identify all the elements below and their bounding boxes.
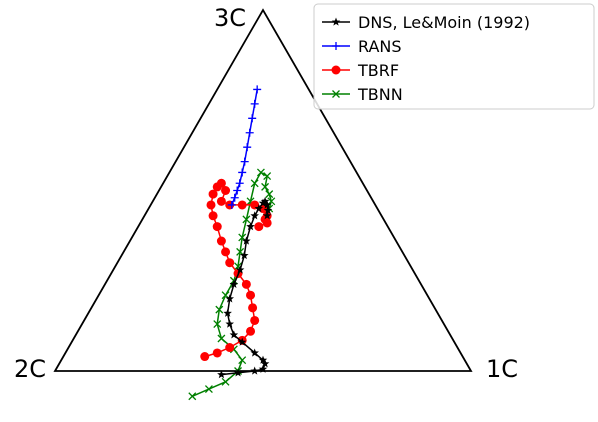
data-point-dns-le-moin-1992 <box>240 250 249 260</box>
data-point-tbnn <box>221 377 230 386</box>
data-point-dns-le-moin-1992 <box>235 265 245 274</box>
data-point-tbnn <box>188 392 197 401</box>
data-point-dns-le-moin-1992 <box>223 308 232 317</box>
data-point-dns-le-moin-1992 <box>254 204 264 213</box>
data-point-tbrf <box>262 218 272 228</box>
data-point-dns-le-moin-1992 <box>233 368 243 377</box>
data-point-tbrf <box>254 222 264 232</box>
data-point-rans <box>245 128 254 137</box>
data-point-tbrf <box>246 326 256 336</box>
legend-label: TBNN <box>357 85 403 104</box>
data-point-rans <box>250 99 259 108</box>
data-point-rans <box>243 143 252 152</box>
data-point-dns-le-moin-1992 <box>217 370 226 379</box>
data-point-tbrf <box>216 196 226 206</box>
data-point-tbnn <box>250 179 259 188</box>
data-point-rans <box>253 85 262 94</box>
data-point-rans <box>233 186 242 195</box>
data-point-dns-le-moin-1992 <box>225 319 234 328</box>
data-point-dns-le-moin-1992 <box>250 366 259 375</box>
data-point-dns-le-moin-1992 <box>260 196 270 205</box>
data-point-rans <box>227 200 236 209</box>
vertex-label-1c: 1C <box>486 355 518 383</box>
data-point-tbrf <box>246 290 256 300</box>
data-point-tbrf <box>208 189 218 199</box>
vertex-label-2c: 2C <box>14 355 46 383</box>
data-point-dns-le-moin-1992 <box>250 211 259 220</box>
data-point-dns-le-moin-1992 <box>258 198 268 207</box>
data-point-dns-le-moin-1992 <box>250 348 259 357</box>
data-point-dns-le-moin-1992 <box>262 200 272 209</box>
legend-marker <box>331 65 341 75</box>
data-point-tbnn <box>213 320 222 329</box>
data-point-dns-le-moin-1992 <box>263 205 273 214</box>
data-point-tbrf <box>241 279 251 289</box>
legend-label: RANS <box>358 37 402 56</box>
data-point-rans <box>240 157 249 166</box>
data-point-tbrf <box>216 178 226 188</box>
legend-marker <box>332 42 340 50</box>
data-point-dns-le-moin-1992 <box>258 355 268 364</box>
series-dns-le-moin-1992 <box>217 196 273 379</box>
legend-marker <box>331 17 341 26</box>
legend-entry-rans: RANS <box>322 37 402 56</box>
data-point-tbnn <box>242 215 251 224</box>
data-point-tbrf <box>237 200 247 210</box>
data-point-rans <box>235 179 244 188</box>
data-point-tbrf <box>216 236 226 246</box>
data-point-tbnn <box>204 385 213 394</box>
data-point-tbrf <box>208 211 218 221</box>
data-point-dns-le-moin-1992 <box>237 337 247 346</box>
data-point-dns-le-moin-1992 <box>229 279 239 288</box>
series-layer <box>188 85 276 401</box>
data-point-tbnn <box>261 182 270 191</box>
data-point-rans <box>230 193 239 202</box>
vertex-label-3c: 3C <box>214 4 246 32</box>
data-point-tbrf <box>221 186 231 195</box>
series-rans <box>227 85 262 209</box>
data-point-tbnn <box>265 190 274 199</box>
data-point-dns-le-moin-1992 <box>229 330 239 339</box>
legend-entry-tbrf: TBRF <box>322 61 399 80</box>
data-point-dns-le-moin-1992 <box>258 364 268 373</box>
data-point-dns-le-moin-1992 <box>242 236 251 245</box>
data-point-tbrf <box>221 247 231 257</box>
data-point-dns-le-moin-1992 <box>225 294 234 303</box>
data-point-tbrf <box>206 200 216 210</box>
legend-label: TBRF <box>357 61 399 80</box>
data-point-dns-le-moin-1992 <box>246 222 255 231</box>
data-point-dns-le-moin-1992 <box>262 211 272 220</box>
data-point-rans <box>238 168 247 177</box>
data-point-tbnn <box>238 356 247 365</box>
data-point-tbrf <box>212 348 222 358</box>
data-point-tbnn <box>215 305 224 314</box>
legend-marker <box>332 90 340 98</box>
data-point-tbnn <box>263 172 272 181</box>
data-point-tbrf <box>212 222 222 232</box>
data-point-tbnn <box>217 334 226 343</box>
data-point-rans <box>248 114 257 123</box>
data-point-tbrf <box>250 315 260 325</box>
legend-label: DNS, Le&Moin (1992) <box>358 13 530 32</box>
legend-entry-dns-le-moin-1992: DNS, Le&Moin (1992) <box>322 13 530 32</box>
legend: DNS, Le&Moin (1992) RANS TBRF TBNN <box>313 3 595 110</box>
legend-items: DNS, Le&Moin (1992) RANS TBRF TBNN <box>322 13 530 104</box>
data-point-tbrf <box>225 343 235 353</box>
legend-entry-tbnn: TBNN <box>322 85 403 104</box>
legend-box <box>313 3 595 110</box>
data-point-tbnn <box>256 168 265 177</box>
data-point-tbrf <box>225 258 235 268</box>
data-point-tbrf <box>248 303 258 313</box>
data-point-tbrf <box>200 352 210 362</box>
